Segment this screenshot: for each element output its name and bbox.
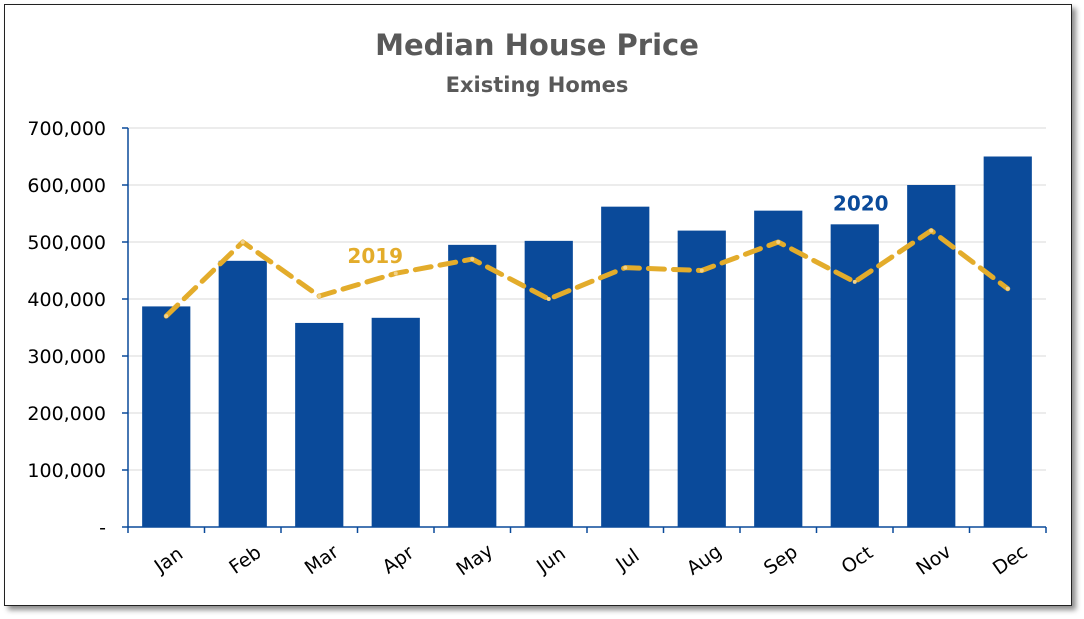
point-2019-feb — [240, 240, 245, 244]
bar-2020-mar — [295, 322, 344, 527]
y-tick-label: - — [99, 517, 106, 539]
point-2019-nov — [929, 228, 934, 233]
x-tick-label: Feb — [225, 541, 265, 578]
series-label-2019: 2019 — [347, 244, 403, 268]
bar-2020-dec — [983, 156, 1032, 527]
point-2019-jan — [164, 314, 169, 319]
y-tick-label: 100,000 — [27, 460, 106, 482]
x-tick-label: Jun — [532, 543, 570, 579]
line-2019 — [163, 228, 1011, 319]
x-tick-label: Aug — [683, 540, 726, 579]
x-tick-label: Jul — [611, 544, 643, 576]
point-2019-jun — [546, 297, 551, 301]
bar-2020-jul — [601, 206, 650, 527]
y-tick-label: 300,000 — [27, 346, 106, 368]
y-tick-label: 400,000 — [27, 289, 106, 311]
point-2019-aug — [699, 268, 704, 273]
bar-2020-nov — [907, 185, 956, 527]
bar-2020-apr — [371, 317, 420, 527]
x-tick-label: Mar — [301, 541, 343, 580]
point-2019-mar — [317, 294, 322, 299]
x-tick-label: May — [452, 540, 497, 581]
point-2019-sep — [776, 240, 781, 244]
x-tick-label: Sep — [760, 541, 802, 580]
series-label-2020: 2020 — [833, 191, 889, 215]
x-tick-label: Dec — [989, 541, 1032, 580]
point-2019-apr — [393, 271, 398, 276]
bar-2020-jan — [142, 306, 191, 527]
x-tick-label: Nov — [912, 540, 955, 579]
y-tick-label: 200,000 — [27, 403, 106, 425]
chart-subtitle: Existing Homes — [446, 73, 629, 97]
y-tick-label: 700,000 — [27, 118, 106, 140]
bar-2020-feb — [218, 260, 267, 527]
x-tick-label: Jan — [150, 543, 187, 578]
point-2019-jul — [623, 265, 628, 270]
x-tick-label: Apr — [379, 542, 419, 579]
bar-2020-sep — [754, 210, 803, 527]
bar-2020-aug — [677, 230, 726, 527]
y-tick-label: 600,000 — [27, 175, 106, 197]
point-2019-dec — [1005, 286, 1010, 291]
bar-2020-jun — [524, 240, 573, 528]
bar-2020-may — [448, 244, 497, 527]
y-tick-label: 500,000 — [27, 232, 106, 254]
point-2019-oct — [852, 279, 857, 284]
x-tick-label: Oct — [838, 542, 878, 579]
chart-title: Median House Price — [375, 28, 699, 62]
point-2019-may — [470, 257, 475, 262]
